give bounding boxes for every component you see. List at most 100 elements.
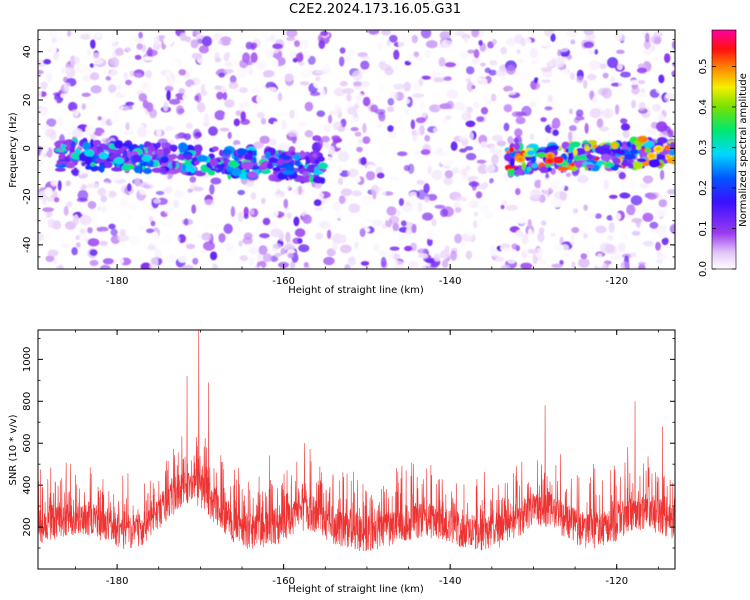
heatmap-peak-core (230, 162, 236, 166)
heatmap-peak-core (320, 164, 326, 168)
heatmap-cell (630, 195, 643, 206)
heatmap-cell (619, 192, 631, 199)
heatmap-cell (639, 182, 650, 189)
heatmap-cell (197, 102, 206, 113)
heatmap-cell (529, 47, 539, 59)
heatmap-cell (194, 95, 199, 101)
heatmap-cell (496, 140, 507, 147)
heatmap-cell (229, 39, 239, 45)
heatmap-cell (153, 198, 161, 204)
heatmap-cell (580, 253, 588, 260)
colorbar-ticks: 0.0 0.1 0.2 0.3 0.4 0.5 (698, 59, 736, 277)
heatmap-cell (44, 187, 53, 198)
heatmap-cell (317, 138, 324, 149)
heatmap-cell (300, 199, 309, 204)
heatmap-cell (570, 35, 575, 44)
heatmap-cell (489, 144, 496, 154)
heatmap-cell (110, 118, 117, 124)
heatmap-cell (245, 41, 253, 50)
heatmap-cell (313, 206, 323, 211)
heatmap-signal-cell (314, 166, 319, 175)
heatmap-signal-cell (264, 151, 271, 159)
heatmap-cell (628, 179, 636, 188)
heatmap-cell (577, 174, 589, 184)
heatmap-cell (480, 141, 487, 149)
heatmap-cell (174, 177, 182, 182)
heatmap-cell (417, 248, 428, 254)
heatmap-cell (515, 116, 526, 125)
heatmap-cell (587, 211, 597, 218)
heatmap-cell (168, 98, 181, 105)
heatmap-cell (594, 49, 599, 55)
heatmap-cell (46, 72, 53, 83)
heatmap-cell (110, 228, 118, 236)
heatmap-signal-cell (171, 160, 177, 170)
heatmap-cell (109, 174, 121, 182)
heatmap-cell (489, 60, 498, 66)
heatmap-cell (384, 251, 395, 260)
heatmap-cell (129, 69, 135, 77)
heatmap-cell (219, 36, 232, 46)
heatmap-cell (147, 243, 156, 251)
heatmap-cell (516, 49, 521, 54)
heatmap-signal-cell (127, 145, 136, 150)
heatmap-cell (365, 170, 376, 181)
heatmap-cell (473, 220, 478, 229)
heatmap-cell (260, 117, 267, 125)
heatmap-signal-cell (547, 167, 552, 172)
heatmap-cell (72, 214, 80, 226)
heatmap-cell (489, 177, 494, 185)
heatmap-cell (408, 195, 420, 207)
heatmap-cell (251, 86, 261, 94)
heatmap-cell (632, 120, 638, 129)
heatmap-signal-cell (99, 164, 105, 173)
heatmap-signal-cell (185, 165, 192, 172)
heatmap-cell (616, 49, 625, 54)
heatmap-cell (481, 78, 488, 86)
heatmap-cell (615, 104, 620, 115)
heatmap-cell (365, 252, 371, 261)
heatmap-cell (272, 43, 283, 50)
heatmap-cell (279, 65, 286, 74)
heatmap-cell (154, 78, 160, 83)
heatmap-cell (265, 36, 273, 42)
heatmap-cell (659, 130, 668, 139)
heatmap-signal-cell (666, 157, 675, 164)
heatmap-cell (283, 179, 292, 191)
heatmap-cell (141, 82, 148, 90)
heatmap-cell (637, 79, 646, 85)
heatmap-signal-cell (70, 145, 75, 154)
heatmap-cell (331, 242, 339, 251)
heatmap-cell (418, 107, 428, 118)
heatmap-cell (287, 129, 299, 137)
heatmap-cell (434, 71, 447, 79)
snr-x-axis: -180 -160 -140 -120 (75, 330, 659, 587)
heatmap-cell (454, 207, 462, 213)
heatmap-cell (539, 259, 547, 265)
heatmap-cell (565, 172, 572, 177)
heatmap-cell (457, 220, 462, 230)
heatmap-cell (141, 44, 147, 53)
heatmap-cell (90, 39, 96, 49)
heatmap-cell (328, 145, 335, 156)
heatmap-cell (85, 124, 96, 135)
heatmap-cell (123, 71, 129, 80)
heatmap-cell (258, 180, 264, 186)
heatmap-cell (452, 167, 460, 174)
heatmap-signal-cell (535, 152, 547, 158)
heatmap-cell (87, 227, 93, 234)
heatmap-cell (142, 99, 149, 109)
heatmap-cell (638, 93, 647, 98)
heatmap-cell (63, 82, 72, 92)
heatmap-cell (571, 261, 576, 268)
heatmap-cell (105, 36, 118, 45)
heatmap-cell (423, 183, 430, 194)
heatmap-cell (625, 239, 638, 250)
heatmap-cell (549, 179, 561, 191)
heatmap-cell (295, 52, 304, 63)
heatmap-cell (292, 57, 298, 63)
heatmap-cell (404, 108, 410, 116)
heatmap-cell (317, 241, 328, 246)
heatmap-cell (229, 220, 237, 226)
heatmap-signal-cell (530, 155, 537, 164)
